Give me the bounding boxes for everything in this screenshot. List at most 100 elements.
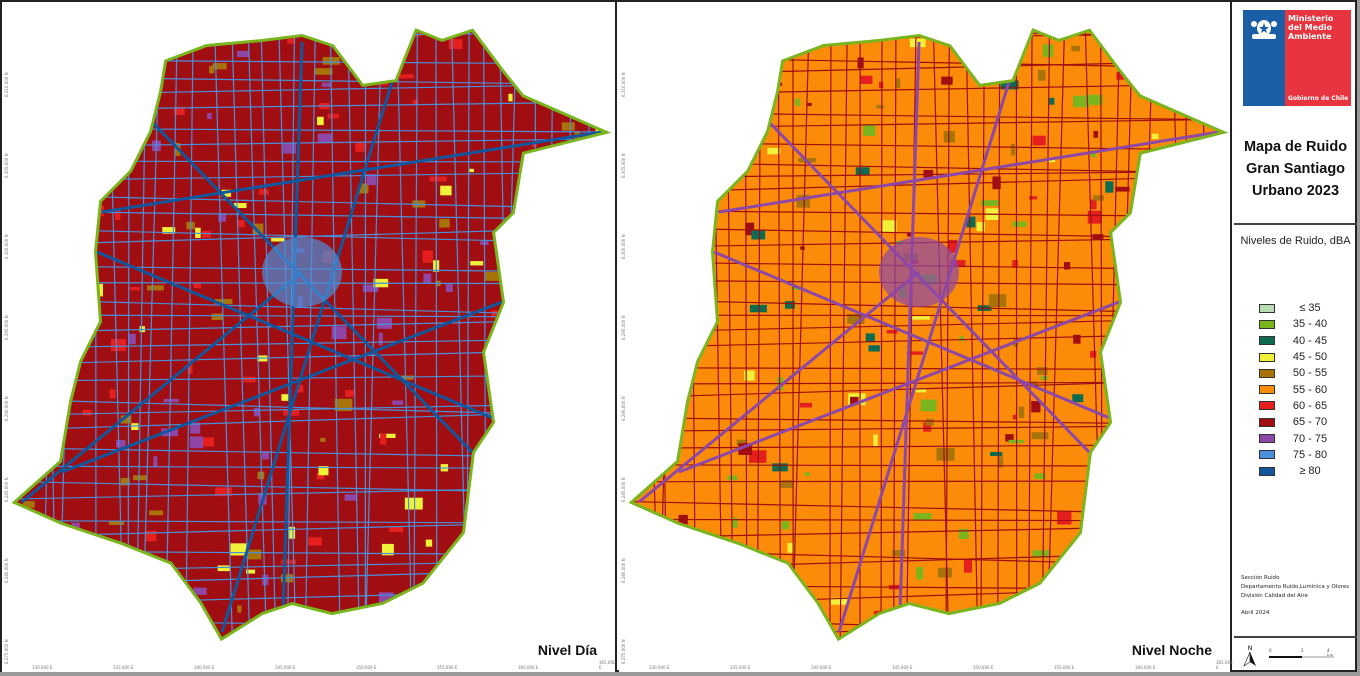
noise-patch	[1084, 94, 1103, 105]
noise-patch	[475, 604, 488, 618]
noise-patch	[1158, 199, 1167, 210]
highway	[280, 41, 304, 637]
noise-patch	[657, 170, 667, 176]
noise-patch	[468, 563, 479, 571]
street	[1041, 32, 1051, 637]
noise-patch	[368, 12, 375, 23]
noise-patch	[581, 470, 592, 478]
noise-patch	[109, 389, 116, 399]
noise-patch	[108, 520, 125, 525]
y-tick-label: 6.285.000 N	[621, 477, 626, 502]
noise-patch	[52, 115, 58, 125]
noise-patch	[308, 537, 322, 546]
night-noise-map[interactable]	[619, 2, 1232, 672]
noise-patch	[358, 183, 369, 194]
noise-patch	[1143, 217, 1149, 226]
noise-patch	[215, 487, 232, 497]
noise-patch	[806, 102, 812, 107]
noise-patch	[520, 216, 526, 224]
noise-patch	[1177, 156, 1194, 163]
noise-patch	[53, 360, 70, 364]
noise-patch	[125, 26, 132, 30]
noise-patch	[133, 475, 147, 481]
noise-patch	[936, 447, 955, 461]
scale-label-4: 4 km	[1327, 648, 1333, 658]
noise-patch	[945, 629, 961, 637]
noise-patch	[469, 168, 474, 173]
noise-patch	[575, 466, 589, 475]
ministry-logo: Ministerio del Medio Ambiente Gobierno d…	[1243, 10, 1351, 106]
noise-patch	[784, 301, 795, 309]
noise-patch	[1037, 367, 1048, 375]
legend-item: 60 - 65	[1259, 398, 1349, 414]
noise-patch	[583, 145, 597, 158]
noise-patch	[82, 409, 92, 416]
day-map-label: Nivel Día	[537, 642, 597, 658]
noise-patch	[1178, 531, 1190, 540]
noise-patch	[1012, 221, 1027, 227]
noise-patch	[376, 317, 393, 329]
noise-patch	[704, 149, 722, 154]
noise-patch	[485, 271, 500, 281]
noise-patch	[318, 466, 329, 476]
x-tick-label: 360.000 E	[518, 665, 539, 670]
street	[545, 32, 554, 637]
street	[658, 32, 676, 637]
street	[42, 32, 58, 637]
noise-patch	[389, 527, 404, 533]
noise-patch	[727, 475, 738, 481]
noise-patch	[1032, 135, 1046, 146]
noise-patch	[1010, 143, 1016, 156]
scale-bar: 0 2 4 km	[1269, 648, 1334, 664]
day-noise-map[interactable]	[2, 2, 617, 672]
noise-patch	[916, 567, 924, 580]
map-date: Abril 2024	[1241, 610, 1270, 616]
noise-patch	[634, 300, 640, 305]
noise-patch	[120, 415, 132, 424]
noise-patch	[892, 550, 906, 557]
y-tick-label: 6.275.000 N	[621, 639, 626, 664]
noise-patch	[380, 433, 387, 445]
x-tick-label: 330.000 E	[649, 665, 670, 670]
noise-patch	[873, 434, 878, 447]
y-tick-label: 6.280.000 N	[4, 558, 9, 583]
street	[1171, 32, 1190, 637]
government-label: Gobierno de Chile	[1288, 95, 1349, 102]
noise-patch	[209, 65, 215, 74]
noise-patch	[379, 592, 394, 604]
street	[634, 32, 1219, 38]
street	[839, 32, 849, 637]
noise-patch	[634, 217, 638, 224]
legend-label: ≤ 35	[1299, 302, 1321, 315]
street	[17, 160, 602, 163]
legend-item: 65 - 70	[1259, 414, 1349, 430]
street	[2, 27, 617, 31]
noise-patch	[257, 471, 265, 480]
street	[17, 32, 23, 637]
noise-patch	[355, 142, 366, 152]
noise-patch	[78, 231, 86, 238]
noise-patch	[1012, 260, 1018, 268]
noise-patch	[1204, 283, 1210, 288]
noise-patch	[131, 423, 139, 431]
noise-patch	[966, 216, 976, 228]
noise-patch	[207, 113, 212, 120]
noise-patch	[344, 494, 358, 501]
noise-patch	[667, 227, 673, 241]
noise-patch	[990, 451, 1003, 457]
noise-patch	[198, 437, 214, 447]
noise-patch	[1161, 264, 1177, 273]
noise-patch	[1168, 32, 1184, 33]
noise-patch	[1155, 560, 1169, 566]
noise-patch	[31, 296, 47, 309]
noise-patch	[486, 545, 496, 549]
street	[346, 32, 361, 637]
noise-patch	[521, 477, 534, 489]
noise-patch	[262, 574, 269, 586]
x-tick-label: 335.000 E	[113, 665, 134, 670]
street	[246, 32, 268, 637]
credit-section: Sección Ruido	[1241, 575, 1280, 581]
noise-patch	[585, 165, 596, 171]
noise-patch	[950, 260, 966, 268]
